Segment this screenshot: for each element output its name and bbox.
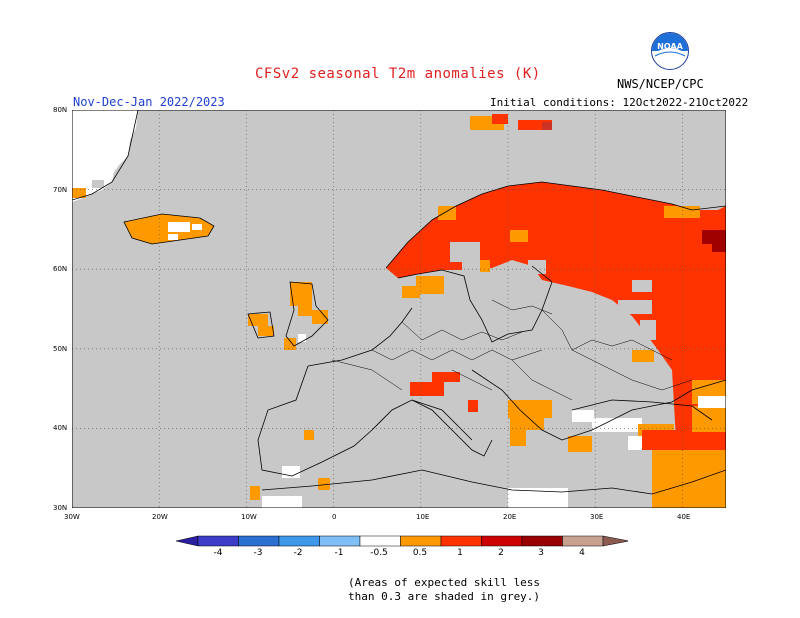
- colorbar-swatch: [278, 535, 320, 547]
- lat-label: 30N: [53, 504, 68, 512]
- map-background: [72, 110, 726, 508]
- iberia-africa-region: [250, 430, 568, 508]
- noaa-logo-text: NOAA: [657, 42, 683, 51]
- middle-east-region: [642, 396, 726, 508]
- anomaly-map: [72, 110, 726, 508]
- colorbar-swatch: [359, 535, 401, 547]
- colorbar-label: 3: [538, 548, 544, 558]
- colorbar-label: 2: [498, 548, 504, 558]
- colorbar-swatch: [481, 535, 523, 547]
- colorbar-label: -2: [293, 548, 303, 558]
- colorbar-swatch: [562, 535, 604, 547]
- colorbar-label: 0.5: [412, 548, 428, 558]
- colorbar-swatch: [400, 535, 442, 547]
- iceland-region: [124, 214, 214, 244]
- colorbar-label: -1: [334, 548, 344, 558]
- colorbar-swatches: [175, 535, 628, 547]
- colorbar-label: -0.5: [370, 548, 388, 558]
- lon-label: 30W: [64, 513, 80, 521]
- northern-europe-warm-anomaly: [386, 182, 726, 508]
- lat-label: 40N: [53, 424, 68, 432]
- colorbar-label: -4: [213, 548, 223, 558]
- colorbar: [175, 535, 628, 547]
- colorbar-arrow-high: [602, 535, 628, 547]
- greenland-region: [72, 110, 138, 202]
- lon-label: 40E: [677, 513, 691, 521]
- lat-label: 70N: [53, 186, 68, 194]
- lat-label: 60N: [53, 265, 68, 273]
- skill-note-line: (Areas of expected skill less: [348, 576, 541, 589]
- colorbar-swatch: [319, 535, 361, 547]
- noaa-logo-icon: NOAA: [651, 32, 689, 70]
- lon-label: 20W: [152, 513, 168, 521]
- map-title: CFSv2 seasonal T2m anomalies (K): [255, 66, 541, 82]
- colorbar-swatch: [238, 535, 280, 547]
- colorbar-swatch: [521, 535, 563, 547]
- lon-label: 10W: [241, 513, 257, 521]
- colorbar-arrow-low: [175, 535, 199, 547]
- british-isles-region: [248, 282, 328, 350]
- initial-conditions-label: Initial conditions: 12Oct2022-21Oct2022: [490, 96, 749, 109]
- gridlines: [72, 110, 726, 508]
- lon-label: 10E: [416, 513, 430, 521]
- lat-label: 80N: [53, 106, 68, 114]
- lon-label: 0: [332, 513, 337, 521]
- colorbar-label: 1: [457, 548, 463, 558]
- colorbar-label: -3: [253, 548, 263, 558]
- lat-label: 50N: [53, 345, 68, 353]
- skill-note: (Areas of expected skill less than 0.3 a…: [348, 576, 540, 604]
- svalbard-region: [470, 114, 552, 130]
- colorbar-swatch: [197, 535, 239, 547]
- lon-label: 30E: [590, 513, 604, 521]
- country-borders: [331, 299, 693, 401]
- season-label: Nov-Dec-Jan 2022/2023: [73, 95, 225, 109]
- agency-label: NWS/NCEP/CPC: [617, 77, 704, 91]
- colorbar-label: 4: [579, 548, 585, 558]
- coastlines: [72, 110, 726, 495]
- skill-note-line: than 0.3 are shaded in grey.): [348, 590, 541, 603]
- colorbar-swatch: [440, 535, 482, 547]
- lon-label: 20E: [503, 513, 517, 521]
